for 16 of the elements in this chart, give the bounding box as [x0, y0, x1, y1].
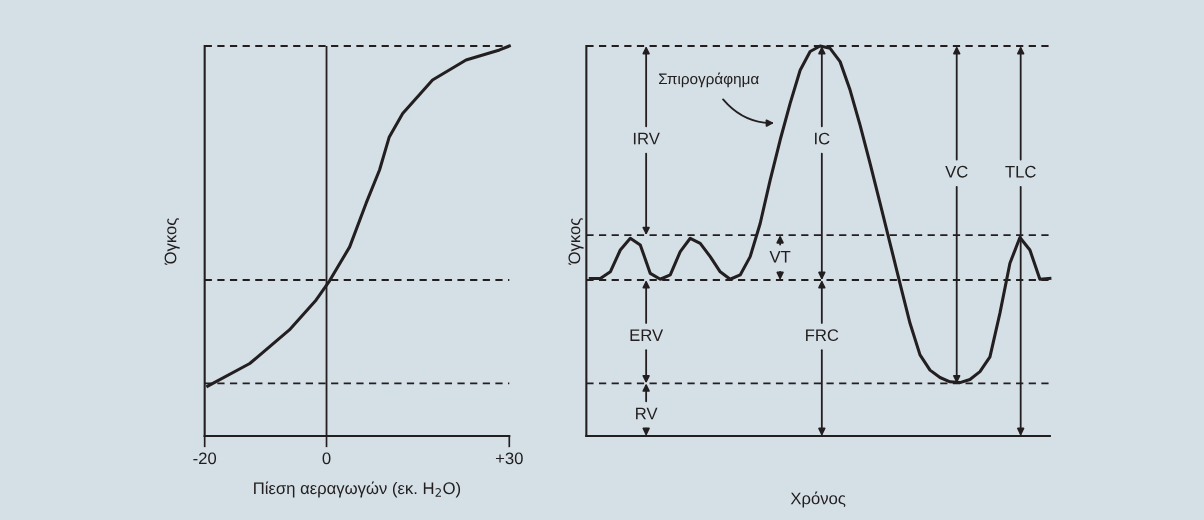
annotation: IC — [815, 132, 830, 145]
x-axis-title: Χρόνος — [790, 491, 846, 508]
annotation: VC — [945, 165, 968, 178]
y-axis-title: Όγκος — [568, 218, 584, 265]
x-tick-label: -20 — [193, 452, 217, 465]
annotation: ERV — [630, 329, 664, 341]
annotation: VT — [769, 251, 791, 263]
annotation: TLC — [1005, 165, 1036, 178]
annotation: RV — [636, 407, 658, 420]
y-axis-title: Όγκος — [164, 218, 180, 265]
annotation: IRV — [633, 132, 660, 145]
annotation: Σπιρογράφημα — [659, 72, 759, 88]
x-tick-label: +30 — [495, 452, 523, 465]
x-tick-label: 0 — [322, 452, 331, 465]
x-axis-title: Πίεση αεραγωγών (εκ. H$_{2}$O) — [254, 481, 461, 498]
annotation: FRC — [806, 329, 839, 342]
